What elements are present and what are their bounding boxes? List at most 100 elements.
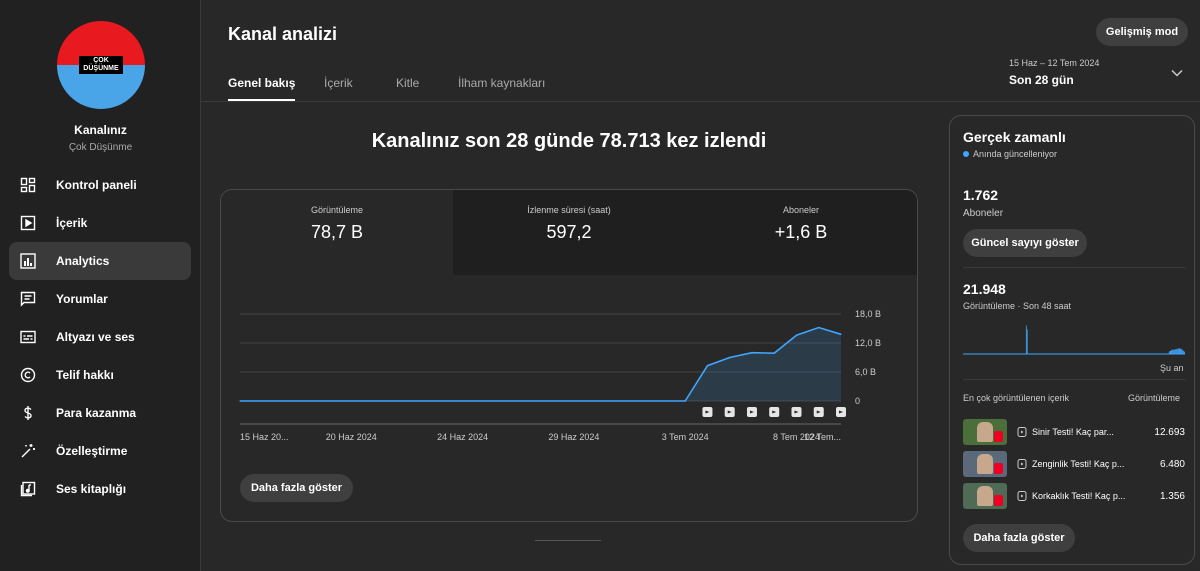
data-point xyxy=(528,400,530,402)
video-title: Sinir Testi! Kaç par... xyxy=(1032,427,1114,437)
mini-bar xyxy=(1184,351,1185,354)
live-count-button[interactable]: Güncel sayıyı göster xyxy=(963,229,1087,257)
sidebar-item-label: Ses kitaplığı xyxy=(56,482,127,496)
tab-content[interactable]: İçerik xyxy=(324,76,353,90)
chevron-down-icon[interactable] xyxy=(1170,66,1184,80)
mini-bar xyxy=(1176,348,1177,354)
data-point xyxy=(306,400,308,402)
mini-bar xyxy=(1173,349,1175,354)
sidebar-item-label: Telif hakkı xyxy=(56,368,114,382)
realtime-views-label: Görüntüleme · Son 48 saat xyxy=(963,301,1072,311)
realtime-views-value: 21.948 xyxy=(963,281,1006,297)
top-content-item[interactable]: Zenginlik Testi! Kaç p... 6.480 xyxy=(963,451,1185,477)
live-dot-icon xyxy=(963,151,969,157)
sidebar-item-comments[interactable]: Yorumlar xyxy=(9,280,191,318)
realtime-now-label: Şu an xyxy=(1160,363,1184,373)
realtime-panel: Gerçek zamanlı Anında güncelleniyor 1.76… xyxy=(949,115,1195,565)
metric-subscribers[interactable]: Aboneler +1,6 B xyxy=(685,190,917,275)
shorts-icon xyxy=(1017,459,1027,469)
x-tick-label: 24 Haz 2024 xyxy=(437,432,488,442)
views-chart: 18,0 B 12,0 B 6,0 B 0 15 Haz 20... 20 Haz 202… xyxy=(239,309,881,442)
mini-bar xyxy=(1171,349,1173,354)
sidebar-item-label: Para kazanma xyxy=(56,406,137,420)
data-point xyxy=(818,326,820,329)
sidebar-item-label: Kontrol paneli xyxy=(56,178,137,192)
metric-views[interactable]: Görüntüleme 78,7 B xyxy=(221,190,453,275)
data-point xyxy=(372,400,375,402)
data-point xyxy=(751,352,753,354)
top-content-column: Görüntüleme xyxy=(1128,393,1181,403)
mini-bar xyxy=(1183,351,1185,354)
video-thumbnail xyxy=(963,451,1007,477)
tab-overview[interactable]: Genel bakış xyxy=(228,66,296,102)
data-point xyxy=(684,400,686,402)
video-title: Zenginlik Testi! Kaç p... xyxy=(1032,459,1125,469)
date-range-picker[interactable]: 15 Haz – 12 Tem 2024 Son 28 gün xyxy=(1009,58,1099,87)
magic-wand-icon xyxy=(19,442,37,460)
mini-bar xyxy=(1172,349,1174,354)
mini-bar xyxy=(1170,350,1172,354)
mini-bar xyxy=(1176,349,1178,354)
video-title: Korkaklık Testi! Kaç p... xyxy=(1032,491,1126,501)
divider xyxy=(963,267,1185,268)
metric-label: Görüntüleme xyxy=(310,205,364,215)
data-point xyxy=(640,400,642,402)
mini-bar xyxy=(1025,325,1027,354)
sidebar-item-label: Yorumlar xyxy=(56,292,108,306)
metric-watch-time[interactable]: İzlenme süresi (saat) 597,2 xyxy=(453,190,685,275)
sidebar-item-dashboard[interactable]: Kontrol paneli xyxy=(9,166,191,204)
x-tick-label: 20 Haz 2024 xyxy=(326,432,377,442)
data-point xyxy=(417,400,419,402)
dashboard-icon xyxy=(19,176,37,194)
date-range-period: Son 28 gün xyxy=(1009,73,1074,87)
data-point xyxy=(328,400,330,402)
mini-bar xyxy=(1174,349,1176,354)
sidebar-item-customization[interactable]: Özelleştirme xyxy=(9,432,191,470)
data-point xyxy=(261,400,263,402)
sidebar-item-analytics[interactable]: Analytics xyxy=(9,242,191,280)
sidebar-item-copyright[interactable]: Telif hakkı xyxy=(9,356,191,394)
data-point xyxy=(662,400,664,402)
sidebar-item-subtitles[interactable]: Altyazı ve ses xyxy=(9,318,191,356)
shorts-marker-icon xyxy=(702,407,713,417)
sidebar-item-audio-library[interactable]: Ses kitaplığı xyxy=(9,470,191,508)
data-point xyxy=(506,400,508,402)
mini-bar xyxy=(1177,348,1179,354)
audio-library-icon xyxy=(19,480,37,498)
advanced-mode-button[interactable]: Gelişmiş mod xyxy=(1096,18,1188,46)
data-point xyxy=(439,400,441,402)
sidebar-item-label: Altyazı ve ses xyxy=(56,330,135,344)
shorts-marker-icon xyxy=(724,407,735,417)
date-range-dates: 15 Haz – 12 Tem 2024 xyxy=(1009,58,1100,68)
mini-bar xyxy=(1180,348,1182,354)
realtime-status: Anında güncelleniyor xyxy=(963,149,1057,159)
data-point xyxy=(395,400,397,402)
overview-headline: Kanalınız son 28 günde 78.713 kez izlend… xyxy=(371,130,767,152)
tab-audience[interactable]: Kitle xyxy=(396,76,420,90)
sidebar-item-label: İçerik xyxy=(56,216,88,230)
header-divider xyxy=(201,101,1200,102)
realtime-title: Gerçek zamanlı xyxy=(963,129,1066,145)
metric-value: 78,7 B xyxy=(310,222,364,242)
sidebar-item-earn[interactable]: Para kazanma xyxy=(9,394,191,432)
mini-bar xyxy=(1169,351,1171,354)
sidebar-item-content[interactable]: İçerik xyxy=(9,204,191,242)
video-views: 1.356 xyxy=(1159,491,1185,502)
show-more-button[interactable]: Daha fazla göster xyxy=(240,474,353,502)
channel-name: Kanalınız xyxy=(74,123,127,137)
tab-inspiration[interactable]: İlham kaynakları xyxy=(458,76,546,90)
shorts-marker-icon xyxy=(769,407,780,417)
realtime-subscribers-label: Aboneler xyxy=(963,208,1004,219)
mini-bar xyxy=(1182,349,1184,354)
channel-avatar[interactable]: ÇOK DÜŞÜNME xyxy=(57,21,145,109)
top-content-item[interactable]: Korkaklık Testi! Kaç p... 1.356 xyxy=(963,483,1185,509)
x-tick-label: 15 Haz 20... xyxy=(240,432,289,442)
top-content-item[interactable]: Sinir Testi! Kaç par... 12.693 xyxy=(963,419,1185,445)
dollar-icon xyxy=(19,404,37,422)
data-point xyxy=(706,365,709,367)
sidebar-nav: Kontrol paneli İçerik Analytics Yorumlar… xyxy=(9,166,191,508)
realtime-show-more-button[interactable]: Daha fazla göster xyxy=(963,524,1075,552)
chart-area xyxy=(240,327,841,401)
x-tick-label: 29 Haz 2024 xyxy=(548,432,599,442)
y-tick-label: 12,0 B xyxy=(855,338,881,348)
